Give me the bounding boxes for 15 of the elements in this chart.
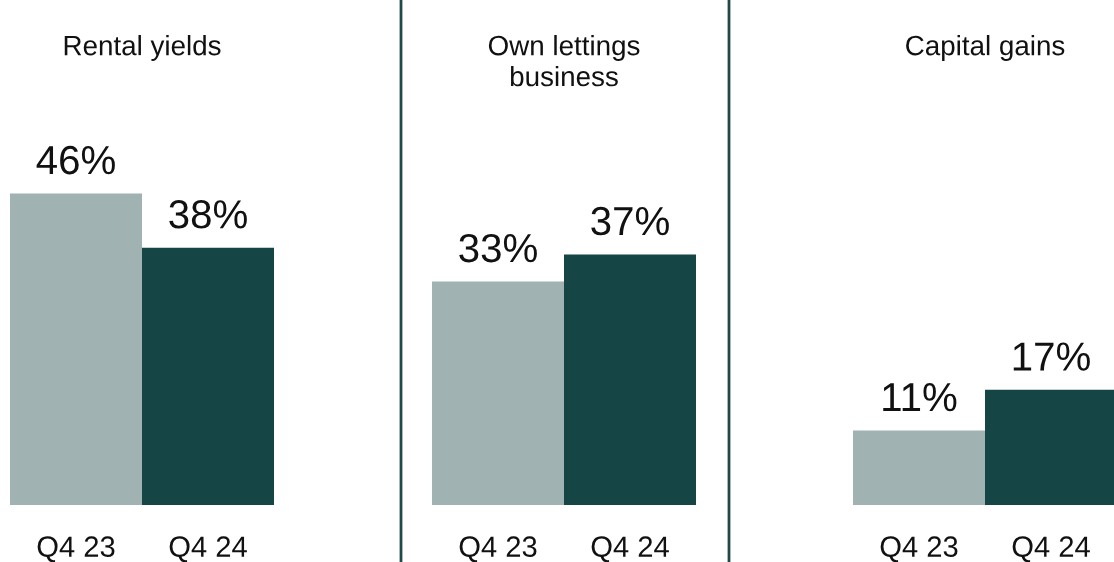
data-label: 37% — [591, 206, 669, 236]
data-label: 11% — [883, 383, 957, 412]
chart-title: Rental yields — [64, 35, 221, 61]
x-tick-label: Q4 24 — [169, 536, 247, 562]
chart-title: Capital gains — [906, 35, 1065, 61]
x-tick-label: Q4 23 — [459, 536, 537, 562]
x-tick-label: Q4 23 — [37, 536, 115, 562]
data-label: 17% — [1013, 342, 1090, 371]
x-tick-label: Q4 24 — [591, 536, 669, 562]
data-label: 33% — [459, 233, 537, 263]
data-label: 38% — [169, 200, 247, 229]
x-tick-label: Q4 24 — [1012, 536, 1090, 562]
chart-title: Own lettings business — [488, 35, 640, 87]
data-label: 46% — [36, 145, 115, 175]
x-tick-label: Q4 23 — [880, 536, 958, 562]
